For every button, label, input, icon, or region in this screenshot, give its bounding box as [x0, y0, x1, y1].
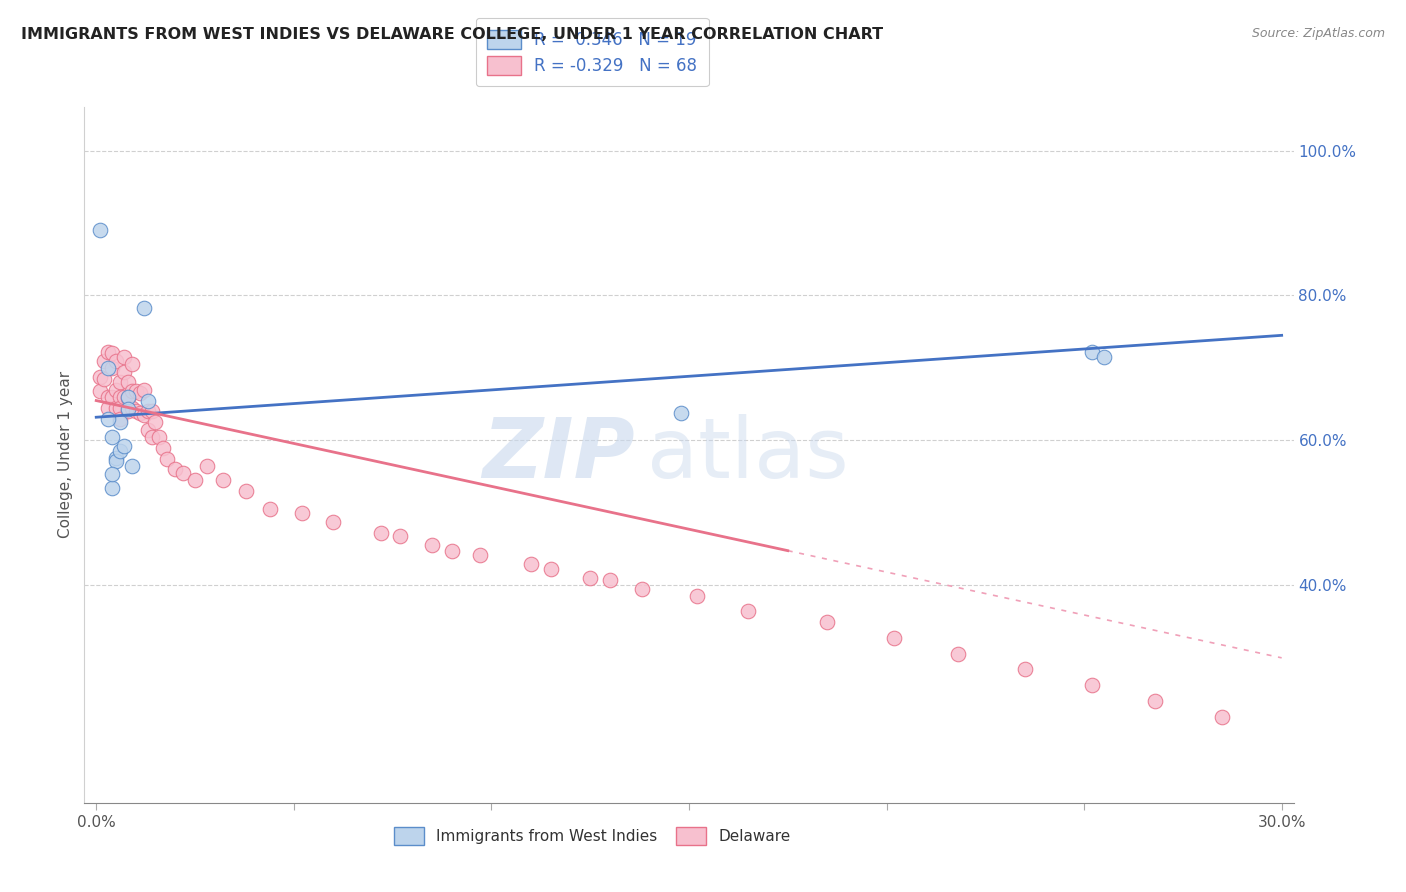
Point — [148, 430, 170, 444]
Point — [101, 390, 124, 404]
Point — [121, 458, 143, 473]
Point — [117, 390, 139, 404]
Point — [165, 462, 187, 476]
Point — [211, 473, 233, 487]
Point — [389, 529, 412, 543]
Point — [108, 376, 131, 390]
Point — [195, 458, 218, 473]
Point — [737, 604, 759, 618]
Point — [101, 430, 124, 444]
Point — [259, 502, 281, 516]
Point — [101, 361, 124, 376]
Point — [93, 372, 115, 386]
Point — [104, 450, 127, 465]
Point — [540, 562, 562, 576]
Point — [117, 404, 139, 418]
Point — [136, 423, 159, 437]
Point — [440, 543, 463, 558]
Point — [946, 647, 969, 661]
Point — [108, 401, 131, 415]
Point — [630, 582, 652, 596]
Point — [104, 383, 127, 397]
Point — [97, 401, 120, 415]
Point — [420, 538, 443, 552]
Point — [128, 386, 150, 401]
Text: Source: ZipAtlas.com: Source: ZipAtlas.com — [1251, 27, 1385, 40]
Point — [117, 402, 139, 417]
Point — [132, 301, 155, 315]
Point — [112, 439, 135, 453]
Y-axis label: College, Under 1 year: College, Under 1 year — [58, 371, 73, 539]
Point — [104, 353, 127, 368]
Point — [101, 346, 124, 360]
Point — [117, 392, 139, 406]
Point — [117, 376, 139, 390]
Point — [145, 415, 167, 429]
Point — [172, 466, 194, 480]
Point — [101, 481, 124, 495]
Point — [121, 384, 143, 398]
Text: atlas: atlas — [647, 415, 848, 495]
Point — [235, 484, 257, 499]
Point — [291, 506, 314, 520]
Point — [141, 404, 163, 418]
Point — [136, 394, 159, 409]
Point — [121, 401, 143, 415]
Point — [686, 589, 709, 603]
Point — [125, 384, 148, 398]
Point — [132, 383, 155, 397]
Point — [108, 415, 131, 429]
Point — [1081, 345, 1104, 359]
Point — [112, 350, 135, 364]
Point — [108, 444, 131, 458]
Point — [1081, 678, 1104, 692]
Point — [579, 571, 602, 585]
Point — [1014, 662, 1036, 676]
Point — [883, 631, 905, 645]
Point — [136, 404, 159, 418]
Point — [322, 515, 344, 529]
Point — [1144, 694, 1167, 708]
Point — [128, 406, 150, 420]
Point — [108, 390, 131, 404]
Point — [121, 357, 143, 371]
Point — [1211, 710, 1233, 724]
Point — [101, 467, 124, 482]
Point — [669, 406, 692, 420]
Point — [184, 473, 207, 487]
Point — [97, 390, 120, 404]
Point — [89, 384, 111, 398]
Point — [132, 408, 155, 422]
Point — [104, 401, 127, 415]
Point — [815, 615, 838, 629]
Point — [1092, 350, 1115, 364]
Point — [97, 361, 120, 376]
Point — [89, 223, 111, 237]
Point — [370, 526, 392, 541]
Legend: Immigrants from West Indies, Delaware: Immigrants from West Indies, Delaware — [388, 821, 797, 851]
Point — [108, 411, 131, 425]
Point — [112, 365, 135, 379]
Point — [520, 557, 543, 571]
Point — [97, 411, 120, 425]
Point — [141, 430, 163, 444]
Point — [156, 451, 179, 466]
Text: IMMIGRANTS FROM WEST INDIES VS DELAWARE COLLEGE, UNDER 1 YEAR CORRELATION CHART: IMMIGRANTS FROM WEST INDIES VS DELAWARE … — [21, 27, 883, 42]
Point — [104, 454, 127, 468]
Point — [125, 404, 148, 418]
Point — [468, 548, 491, 562]
Point — [112, 390, 135, 404]
Point — [89, 369, 111, 384]
Point — [152, 441, 174, 455]
Point — [97, 345, 120, 359]
Point — [599, 573, 621, 587]
Point — [93, 353, 115, 368]
Text: ZIP: ZIP — [482, 415, 634, 495]
